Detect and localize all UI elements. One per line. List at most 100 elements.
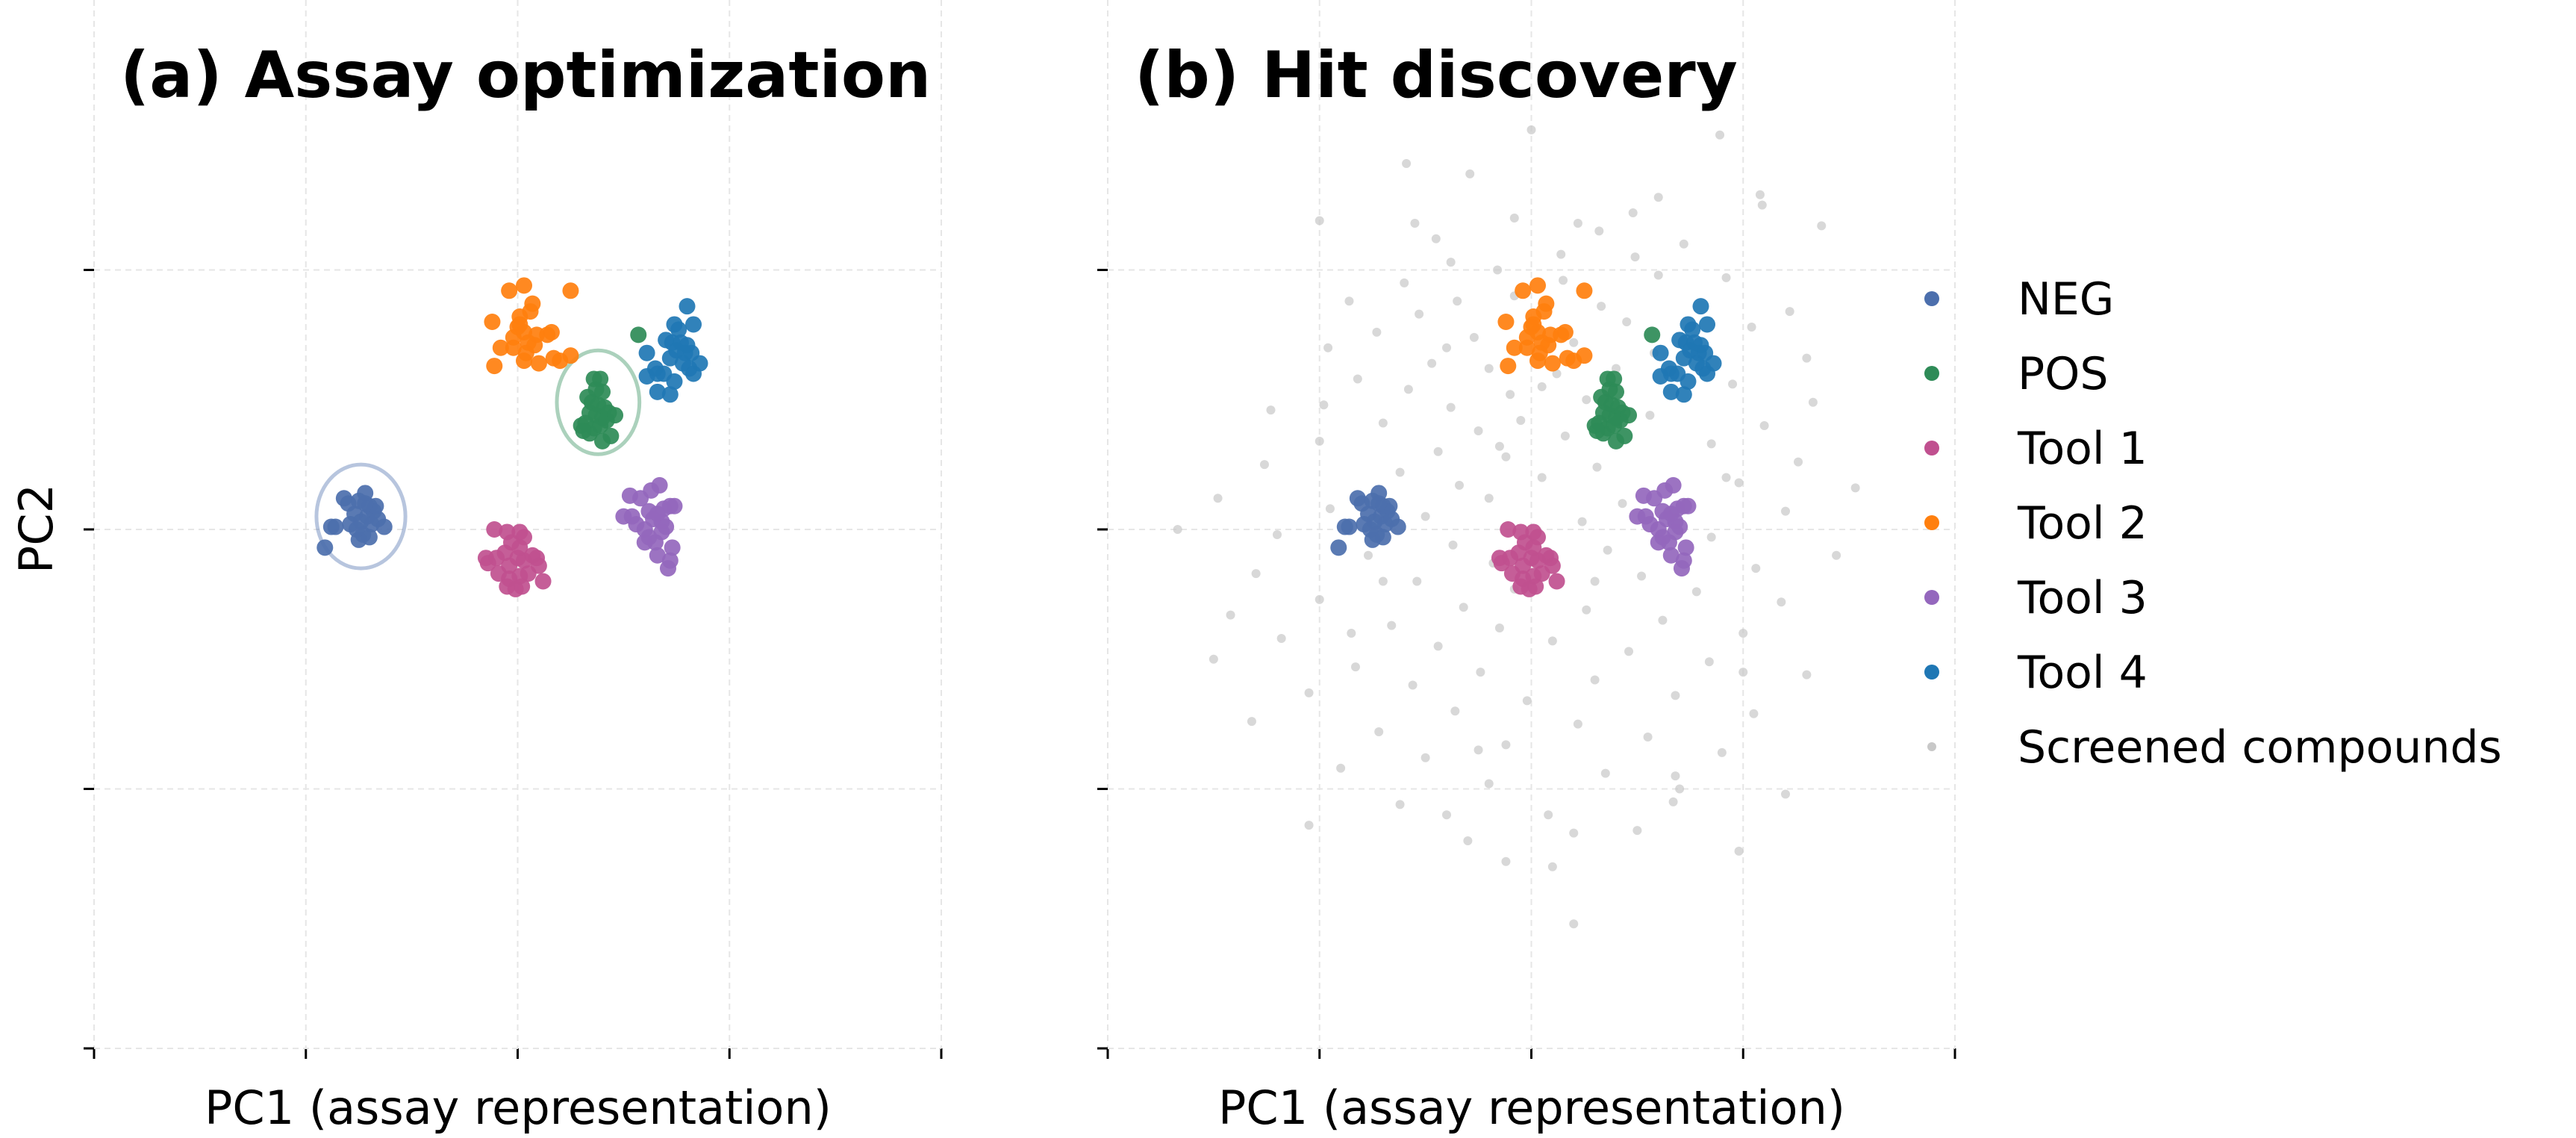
screened-compounds-point	[1721, 473, 1731, 482]
screened-compounds-point	[1590, 576, 1600, 586]
screened-compounds-point	[1653, 193, 1663, 202]
screened-compounds-point	[1573, 719, 1582, 729]
neg-point	[375, 518, 393, 535]
screened-compounds-point	[1469, 332, 1479, 342]
tool-1-point	[488, 550, 505, 567]
screened-compounds-point	[1431, 234, 1441, 243]
legend-label: Tool 3	[2017, 572, 2148, 624]
screened-compounds-point	[1473, 426, 1483, 435]
legend-item-pos: POS	[1924, 348, 2109, 400]
screened-compounds-point	[1442, 343, 1451, 352]
screened-compounds-point	[1569, 338, 1579, 347]
screened-compounds-point	[1802, 670, 1812, 680]
tool-4-point	[685, 316, 702, 333]
screened-compounds-point	[1304, 821, 1314, 830]
screened-compounds-point	[1747, 322, 1756, 332]
screened-compounds-point	[1450, 706, 1460, 716]
screened-compounds-point	[1403, 385, 1413, 394]
legend-label: Tool 2	[2017, 497, 2148, 550]
screened-compounds-point	[1484, 364, 1494, 373]
screened-compounds-point	[1622, 317, 1632, 326]
legend-label: Screened compounds	[2018, 721, 2502, 774]
neg-point	[316, 539, 334, 556]
screened-compounds-point	[1794, 457, 1803, 467]
neg-series	[1330, 485, 1406, 556]
screened-compounds-point	[1273, 529, 1282, 539]
screened-compounds-point	[1671, 771, 1680, 781]
screened-compounds-point	[1618, 499, 1627, 509]
screened-compounds-point	[1465, 169, 1475, 178]
tool-2-point	[543, 323, 560, 341]
tool-3-point	[1650, 534, 1667, 551]
tool-2-point	[1500, 358, 1517, 375]
screened-compounds-point	[1453, 296, 1462, 306]
screened-compounds-point	[1325, 504, 1335, 514]
screened-compounds-point	[1781, 506, 1790, 516]
tool-4-point	[666, 373, 683, 390]
neg-point	[1362, 521, 1379, 538]
panel-a-x-axis-label: PC1 (assay representation)	[205, 1081, 832, 1135]
screened-compounds-point	[1590, 675, 1600, 685]
neg-point	[335, 490, 352, 507]
tool-1-point	[1500, 521, 1517, 538]
tool-3-point	[1673, 560, 1690, 577]
tool-1-series	[1491, 521, 1565, 597]
pos-ellipse	[555, 348, 642, 456]
screened-compounds-point	[1378, 576, 1388, 586]
screened-compounds-point	[1344, 296, 1354, 306]
screened-compounds-point	[1226, 610, 1235, 620]
legend-item-tool-3: Tool 3	[1924, 572, 2148, 624]
tool-2-point	[505, 339, 522, 356]
screened-compounds-point	[1463, 836, 1473, 845]
tool-4-point	[670, 321, 687, 338]
screened-compounds-point	[1757, 200, 1767, 210]
screened-compounds-point	[1372, 327, 1382, 337]
screened-compounds-point	[1251, 569, 1261, 579]
legend-marker	[1927, 742, 1936, 751]
screened-compounds-point	[1494, 624, 1504, 633]
screened-compounds-point	[1537, 473, 1547, 482]
tool-2-point	[1506, 339, 1523, 356]
tool-1-series	[477, 521, 552, 597]
neg-point	[1330, 539, 1347, 556]
screened-compounds-point	[1459, 603, 1468, 612]
screened-compounds-point	[1446, 258, 1456, 267]
pos-point	[1608, 432, 1624, 450]
screened-compounds-point	[1573, 218, 1582, 228]
legend-marker	[1924, 366, 1939, 381]
tool-3-series	[615, 476, 683, 577]
pos-point	[607, 407, 624, 424]
screened-compounds-point	[1850, 483, 1860, 493]
tool-4-point	[649, 383, 666, 400]
tool-2-point	[530, 355, 547, 372]
screened-compounds-point	[1473, 745, 1483, 755]
tool-4-point	[1680, 373, 1697, 390]
panel-a-assay-optimization	[84, 0, 943, 1059]
screened-compounds-point	[1603, 545, 1612, 555]
tool-3-point	[664, 539, 681, 556]
screened-compounds-point	[1501, 740, 1511, 750]
screened-compounds-point	[1628, 208, 1638, 218]
tool-2-series	[1497, 277, 1593, 375]
screened-compounds-point	[1738, 668, 1748, 677]
screened-compounds-point	[1494, 441, 1504, 451]
screened-compounds-point	[1501, 856, 1511, 866]
tool-3-point	[653, 523, 670, 541]
tool-4-point	[1652, 367, 1669, 385]
tool-1-point	[520, 565, 537, 582]
tool-4-point	[1652, 344, 1669, 361]
screened-compounds-point	[1777, 597, 1786, 607]
tool-2-point	[1515, 282, 1532, 299]
legend-item-screened-compounds: Screened compounds	[1927, 721, 2502, 774]
tool-2-point	[501, 282, 518, 299]
legend-label: Tool 4	[2017, 647, 2148, 699]
tool-4-point	[638, 344, 655, 361]
tool-2-point	[1525, 316, 1542, 333]
tool-3-point	[1665, 476, 1682, 494]
screened-compounds-point	[1675, 784, 1685, 794]
pos-point	[594, 383, 611, 400]
screened-compounds-point	[1516, 416, 1526, 426]
screened-compounds-point	[1209, 654, 1218, 664]
screened-compounds-point	[1501, 452, 1511, 461]
